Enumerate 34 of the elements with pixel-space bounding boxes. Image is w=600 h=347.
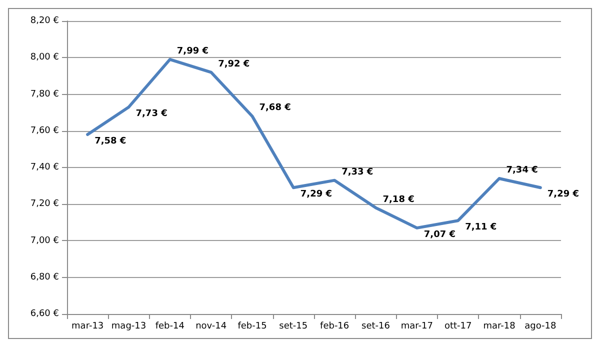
x-tick-label: ago-18: [524, 322, 556, 332]
data-label: 7,34 €: [506, 165, 538, 176]
x-tick-label: mar-17: [400, 322, 433, 332]
x-tick-label: mar-18: [483, 322, 516, 332]
x-tick-label: mag-13: [111, 322, 146, 332]
data-label: 7,99 €: [176, 46, 209, 56]
y-tick-label: 7,80 €: [30, 89, 60, 100]
data-label: 7,29 €: [300, 190, 332, 200]
y-tick-label: 7,00 €: [30, 236, 60, 246]
data-label: 7,73 €: [136, 109, 168, 120]
x-tick-label: feb-15: [238, 322, 267, 332]
x-tick-label: set-16: [362, 322, 390, 332]
data-label: 7,58 €: [94, 136, 126, 147]
data-label: 7,29 €: [547, 190, 580, 200]
y-tick-label: 7,40 €: [30, 162, 60, 172]
data-label: 7,11 €: [465, 222, 497, 233]
y-tick-label: 7,60 €: [30, 126, 60, 136]
x-tick-label: ott-17: [444, 322, 472, 332]
data-label: 7,92 €: [218, 59, 250, 70]
y-tick-label: 6,80 €: [30, 272, 60, 282]
y-tick-label: 8,20 €: [30, 16, 60, 26]
x-tick-label: feb-16: [320, 322, 350, 332]
line-series: [86, 58, 542, 230]
x-tick-label: set-15: [279, 322, 308, 332]
y-tick-label: 7,20 €: [30, 199, 60, 210]
data-label: 7,07 €: [424, 230, 456, 240]
data-label: 7,68 €: [259, 103, 291, 114]
x-tick-label: nov-14: [196, 322, 227, 332]
y-tick-label: 6,60 €: [30, 309, 60, 319]
x-tick-label: mar-13: [72, 322, 104, 332]
data-label: 7,18 €: [382, 194, 414, 205]
x-tick-label: feb-14: [155, 322, 185, 332]
y-tick-label: 8,00 €: [30, 52, 60, 63]
data-label: 7,33 €: [342, 167, 374, 178]
